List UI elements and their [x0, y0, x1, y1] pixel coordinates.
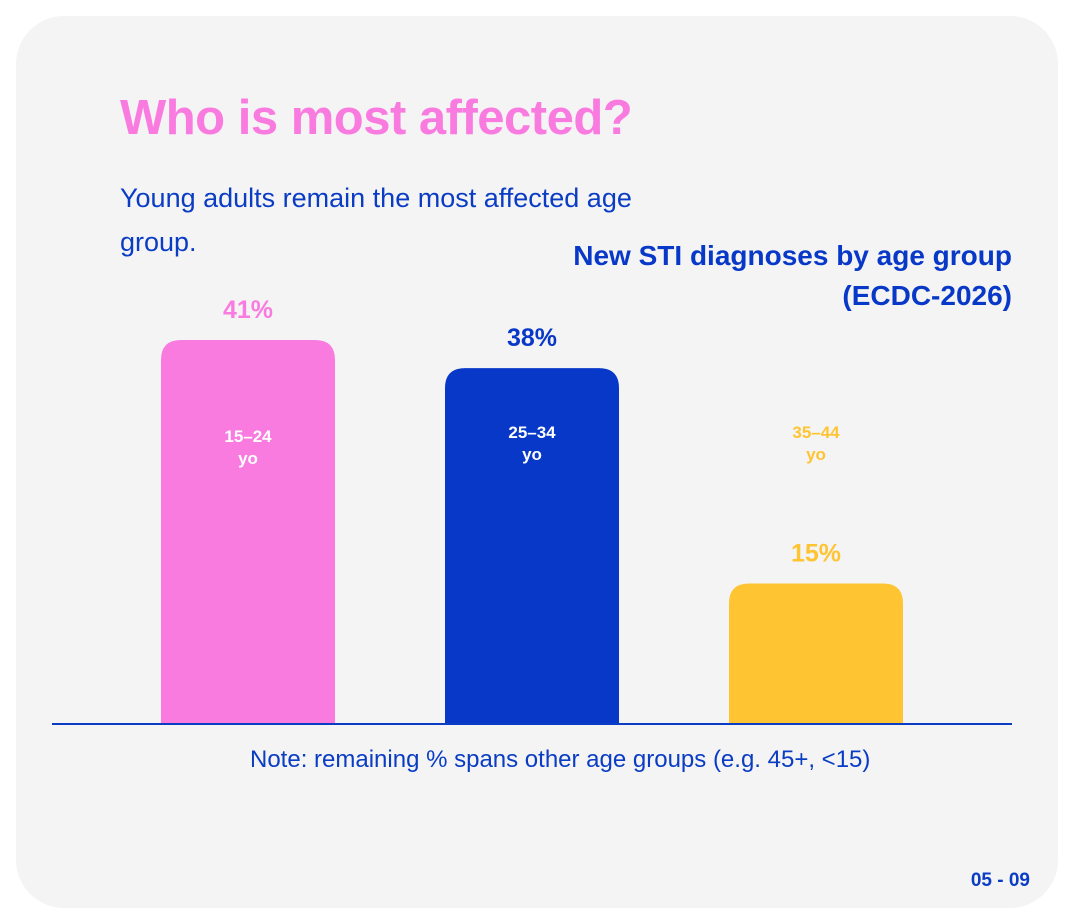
slide-title: Who is most affected?	[120, 91, 633, 145]
category-label: 25–34	[508, 423, 556, 442]
value-label: 38%	[507, 324, 557, 352]
bar	[445, 368, 619, 724]
category-label: yo	[806, 445, 826, 464]
bar	[161, 340, 335, 724]
chart-title: New STI diagnoses by age group (ECDC-202…	[573, 240, 1012, 311]
value-label: 15%	[791, 540, 841, 568]
value-label: 41%	[223, 296, 273, 324]
category-label: 15–24	[224, 427, 272, 446]
chart-note: Note: remaining % spans other age groups…	[250, 746, 871, 773]
page-number: 05 - 09	[970, 870, 1030, 891]
bar	[729, 583, 903, 724]
category-label: yo	[238, 449, 258, 468]
category-label: yo	[522, 445, 542, 464]
slide-subtitle: Young adults remain the most affected ag…	[120, 183, 632, 257]
category-label: 35–44	[792, 423, 840, 442]
